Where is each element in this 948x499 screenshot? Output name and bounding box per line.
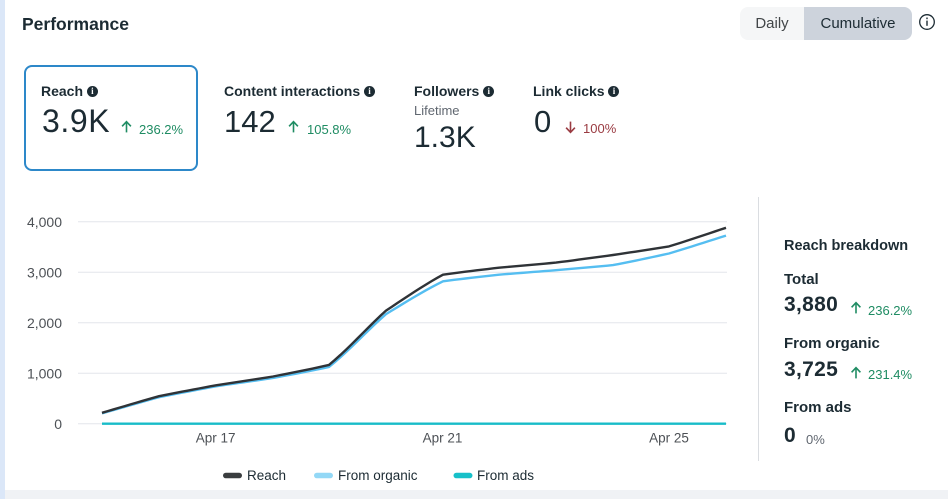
svg-text:Apr 21: Apr 21	[423, 431, 463, 446]
svg-text:4,000: 4,000	[27, 214, 62, 230]
svg-text:1,000: 1,000	[27, 366, 62, 382]
svg-text:Apr 25: Apr 25	[649, 431, 689, 446]
svg-text:From ads: From ads	[477, 468, 534, 483]
svg-text:Apr 17: Apr 17	[196, 431, 236, 446]
svg-text:3,000: 3,000	[27, 265, 62, 281]
svg-text:From organic: From organic	[338, 468, 418, 483]
svg-text:2,000: 2,000	[27, 315, 62, 331]
svg-text:0: 0	[54, 416, 62, 432]
svg-text:Reach: Reach	[247, 468, 286, 483]
